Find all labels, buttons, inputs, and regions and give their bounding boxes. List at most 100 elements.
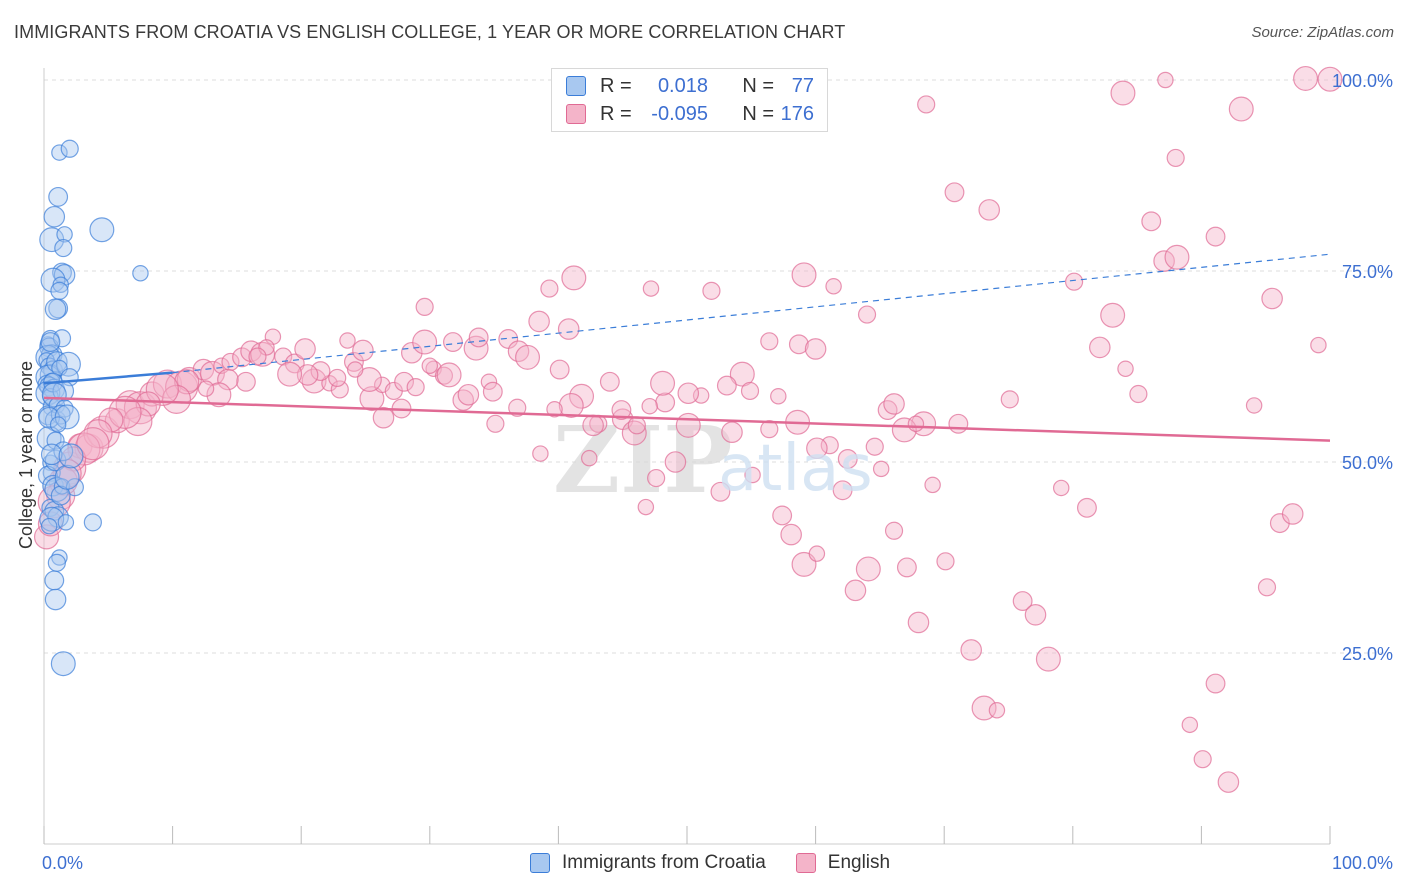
pink-point <box>346 361 364 378</box>
pink-point <box>394 371 415 392</box>
correlation-legend: R = 0.018 N = 77 R = -0.095 N = 176 <box>551 68 828 132</box>
pink-point <box>825 278 842 295</box>
blue-point <box>51 549 68 566</box>
pink-point <box>960 639 983 661</box>
pink-point <box>1064 272 1084 291</box>
pink-point <box>206 382 232 408</box>
pink-point <box>877 400 898 420</box>
legend-item-croatia[interactable]: Immigrants from Croatia <box>530 852 766 874</box>
english-swatch <box>566 104 586 124</box>
pink-point <box>924 476 941 494</box>
pink-point <box>372 406 395 429</box>
pink-point <box>1129 384 1148 404</box>
series-legend: Immigrants from Croatia English <box>530 852 920 874</box>
legend-row-croatia: R = 0.018 N = 77 <box>566 73 814 99</box>
pink-point <box>837 448 858 469</box>
pink-point <box>1261 287 1283 310</box>
croatia-points <box>35 139 149 677</box>
n-label: N = <box>742 74 774 97</box>
pink-point <box>457 383 480 406</box>
watermark-atlas: atlas <box>718 432 873 506</box>
pink-point <box>832 480 853 501</box>
pink-point <box>806 437 828 460</box>
pink-point <box>468 327 489 348</box>
pink-point <box>772 505 793 526</box>
trend-lines <box>43 253 1331 442</box>
pink-point <box>1205 673 1226 694</box>
english-points <box>33 65 1343 793</box>
n-label: N = <box>742 102 774 125</box>
pink-point <box>277 361 303 387</box>
blue-point <box>48 186 69 207</box>
legend-row-english: R = -0.095 N = 176 <box>566 101 814 127</box>
pink-point <box>1110 80 1136 106</box>
pink-point <box>508 398 527 417</box>
y-tick-label: 50.0% <box>1342 453 1393 473</box>
blue-point <box>42 474 64 497</box>
blue-point <box>83 513 102 532</box>
pink-point <box>76 427 110 461</box>
pink-point <box>716 375 737 396</box>
pink-point <box>1245 397 1263 414</box>
pink-point <box>296 364 319 386</box>
y-axis-label: College, 1 year or more <box>16 360 36 550</box>
pink-point <box>108 395 142 429</box>
pink-point <box>988 702 1006 719</box>
y-tick-label: 25.0% <box>1342 644 1393 664</box>
blue-point <box>52 329 72 348</box>
blue-point <box>56 226 73 243</box>
pink-point <box>647 468 666 488</box>
pink-point <box>791 551 817 577</box>
r-label: R = <box>600 74 632 97</box>
pink-point <box>532 445 549 462</box>
pink-point <box>540 279 559 298</box>
pink-point <box>421 357 439 374</box>
pink-point <box>637 498 655 516</box>
pink-point <box>359 386 385 412</box>
pink-point <box>1205 226 1226 247</box>
blue-point <box>44 570 65 591</box>
pink-point <box>221 352 240 372</box>
pink-point <box>677 382 700 405</box>
pink-point <box>760 420 779 439</box>
croatia-swatch <box>566 76 586 96</box>
legend-item-english[interactable]: English <box>795 852 890 874</box>
pink-point <box>528 310 550 333</box>
pink-point <box>412 329 438 355</box>
blue-point <box>57 514 75 531</box>
pink-point <box>907 415 925 433</box>
pink-point <box>788 334 809 355</box>
blue-point <box>54 464 80 490</box>
pink-point <box>820 436 839 455</box>
croatia-swatch <box>530 853 550 873</box>
blue-point <box>40 443 63 466</box>
pink-point <box>729 361 755 387</box>
pink-point <box>1193 750 1212 769</box>
axes <box>43 68 1331 845</box>
pink-point <box>152 369 183 399</box>
pink-point <box>1166 148 1185 168</box>
pink-point <box>557 318 580 340</box>
pink-point <box>1100 302 1126 328</box>
pink-point <box>217 368 239 391</box>
x-tick-label: 0.0% <box>42 853 83 873</box>
pink-point <box>561 265 587 291</box>
pink-point <box>944 182 965 203</box>
pink-point <box>235 371 256 392</box>
pink-point <box>197 380 215 397</box>
pink-point <box>664 451 687 473</box>
pink-point <box>611 400 632 420</box>
chart-title: IMMIGRANTS FROM CROATIA VS ENGLISH COLLE… <box>14 22 846 42</box>
pink-point <box>486 414 505 433</box>
pink-point <box>855 556 881 582</box>
pink-point <box>760 332 779 351</box>
croatia-trend-extension <box>172 253 1331 374</box>
pink-point <box>248 347 267 366</box>
blue-point <box>44 588 67 611</box>
pink-point <box>1281 503 1304 525</box>
pink-point <box>641 397 658 415</box>
pink-point <box>1024 603 1047 626</box>
blue-point <box>55 399 74 418</box>
pink-point <box>721 421 743 444</box>
